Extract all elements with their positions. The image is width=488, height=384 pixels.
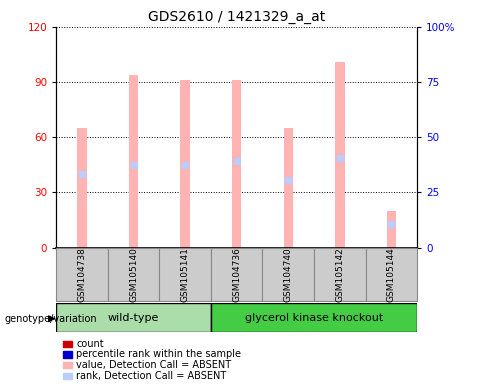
Text: GSM105142: GSM105142: [335, 247, 345, 302]
Bar: [56, 303, 211, 332]
Text: GSM104738: GSM104738: [78, 247, 86, 302]
Text: count: count: [76, 339, 104, 349]
Text: GSM105140: GSM105140: [129, 247, 138, 302]
Text: glycerol kinase knockout: glycerol kinase knockout: [245, 313, 383, 323]
Bar: [56, 248, 108, 301]
Bar: [232, 80, 242, 248]
Bar: [211, 303, 417, 332]
Bar: [159, 248, 211, 301]
Bar: [366, 248, 417, 301]
Bar: [108, 248, 159, 301]
Bar: [129, 75, 138, 248]
Text: GSM104736: GSM104736: [232, 247, 241, 302]
Text: GSM105141: GSM105141: [181, 247, 190, 302]
Bar: [314, 248, 366, 301]
Title: GDS2610 / 1421329_a_at: GDS2610 / 1421329_a_at: [148, 10, 325, 25]
Text: value, Detection Call = ABSENT: value, Detection Call = ABSENT: [76, 360, 231, 370]
Bar: [387, 211, 396, 248]
Bar: [284, 128, 293, 248]
Text: wild-type: wild-type: [108, 313, 159, 323]
Bar: [263, 248, 314, 301]
Text: percentile rank within the sample: percentile rank within the sample: [76, 349, 241, 359]
Text: genotype/variation: genotype/variation: [5, 314, 98, 324]
Bar: [77, 128, 86, 248]
Text: GSM105144: GSM105144: [387, 247, 396, 302]
Bar: [181, 80, 190, 248]
Bar: [211, 248, 263, 301]
Text: GSM104740: GSM104740: [284, 247, 293, 302]
Bar: [335, 62, 345, 248]
Text: rank, Detection Call = ABSENT: rank, Detection Call = ABSENT: [76, 371, 226, 381]
